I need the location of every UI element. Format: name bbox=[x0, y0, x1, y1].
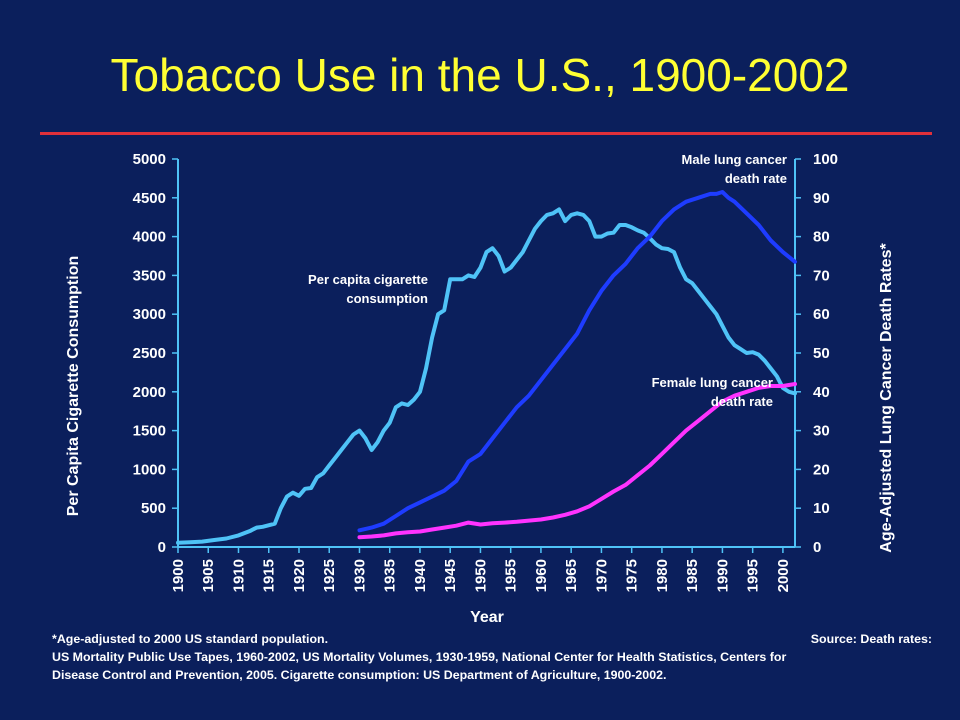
x-tick-label: 1955 bbox=[503, 559, 520, 592]
x-tick-label: 1975 bbox=[624, 559, 641, 592]
annotation-cigarette-line-2: consumption bbox=[346, 291, 428, 306]
right-tick-label: 20 bbox=[813, 461, 830, 478]
right-tick-label: 100 bbox=[813, 151, 838, 168]
left-tick-label: 1000 bbox=[133, 461, 166, 478]
x-tick-label: 1980 bbox=[654, 559, 671, 592]
x-tick-label: 1990 bbox=[714, 559, 731, 592]
left-tick-label: 4000 bbox=[133, 229, 166, 246]
x-axis-title: Year bbox=[470, 609, 504, 626]
left-tick-label: 0 bbox=[158, 539, 166, 556]
x-tick-label: 1905 bbox=[200, 559, 217, 592]
footnote: *Age-adjusted to 2000 US standard popula… bbox=[52, 630, 932, 684]
left-tick-label: 2500 bbox=[133, 345, 166, 362]
right-tick-label: 70 bbox=[813, 267, 830, 284]
right-tick-label: 90 bbox=[813, 190, 830, 207]
left-tick-label: 1500 bbox=[133, 423, 166, 440]
right-tick-label: 80 bbox=[813, 229, 830, 246]
left-tick-label: 4500 bbox=[133, 190, 166, 207]
chart-axes: 0500100015002000250030003500400045005000… bbox=[133, 151, 838, 592]
annotation-male-line-2: death rate bbox=[725, 171, 787, 186]
footnote-line-2: US Mortality Public Use Tapes, 1960-2002… bbox=[52, 650, 787, 664]
annotation-female-line-2: death rate bbox=[711, 394, 773, 409]
x-tick-label: 1965 bbox=[563, 559, 580, 592]
x-tick-label: 1920 bbox=[291, 559, 308, 592]
series-layer bbox=[176, 190, 797, 545]
footnote-source-lead: Source: Death rates: bbox=[810, 632, 932, 646]
x-tick-label: 1950 bbox=[472, 559, 489, 592]
right-tick-label: 40 bbox=[813, 384, 830, 401]
x-tick-label: 1985 bbox=[684, 559, 701, 592]
series-line-female bbox=[357, 382, 797, 540]
slide-title: Tobacco Use in the U.S., 1900-2002 bbox=[110, 49, 850, 101]
left-tick-label: 5000 bbox=[133, 151, 166, 168]
footnote-line-3: Disease Control and Prevention, 2005. Ci… bbox=[52, 668, 667, 682]
x-tick-label: 1960 bbox=[533, 559, 550, 592]
x-tick-label: 1995 bbox=[745, 559, 762, 592]
right-tick-label: 50 bbox=[813, 345, 830, 362]
x-tick-label: 1915 bbox=[261, 559, 278, 592]
x-tick-label: 1910 bbox=[230, 559, 247, 592]
annotation-cigarette-line-1: Per capita cigarette bbox=[308, 272, 428, 287]
title-underline bbox=[40, 132, 932, 135]
right-tick-label: 0 bbox=[813, 539, 821, 556]
right-tick-label: 10 bbox=[813, 500, 830, 517]
x-tick-label: 1925 bbox=[321, 559, 338, 592]
right-tick-label: 60 bbox=[813, 306, 830, 323]
right-axis-title: Age-Adjusted Lung Cancer Death Rates* bbox=[878, 243, 895, 553]
x-tick-label: 2000 bbox=[775, 559, 792, 592]
left-tick-label: 2000 bbox=[133, 384, 166, 401]
left-tick-label: 3000 bbox=[133, 306, 166, 323]
left-tick-label: 500 bbox=[141, 500, 166, 517]
x-tick-label: 1940 bbox=[412, 559, 429, 592]
x-tick-label: 1900 bbox=[170, 559, 187, 592]
left-tick-label: 3500 bbox=[133, 267, 166, 284]
x-tick-label: 1930 bbox=[351, 559, 368, 592]
annotation-layer: Per capita cigarette consumption Male lung… bbox=[308, 152, 787, 409]
left-axis-title: Per Capita Cigarette Consumption bbox=[65, 256, 82, 516]
annotation-male-line-1: Male lung cancer bbox=[682, 152, 787, 167]
x-tick-label: 1935 bbox=[382, 559, 399, 592]
annotation-female-line-1: Female lung cancer bbox=[652, 375, 773, 390]
right-tick-label: 30 bbox=[813, 423, 830, 440]
x-tick-label: 1970 bbox=[593, 559, 610, 592]
series-line-cigarette bbox=[176, 207, 797, 545]
series-line-male bbox=[357, 190, 797, 533]
x-tick-label: 1945 bbox=[442, 559, 459, 592]
footnote-age-note: *Age-adjusted to 2000 US standard popula… bbox=[52, 632, 329, 646]
